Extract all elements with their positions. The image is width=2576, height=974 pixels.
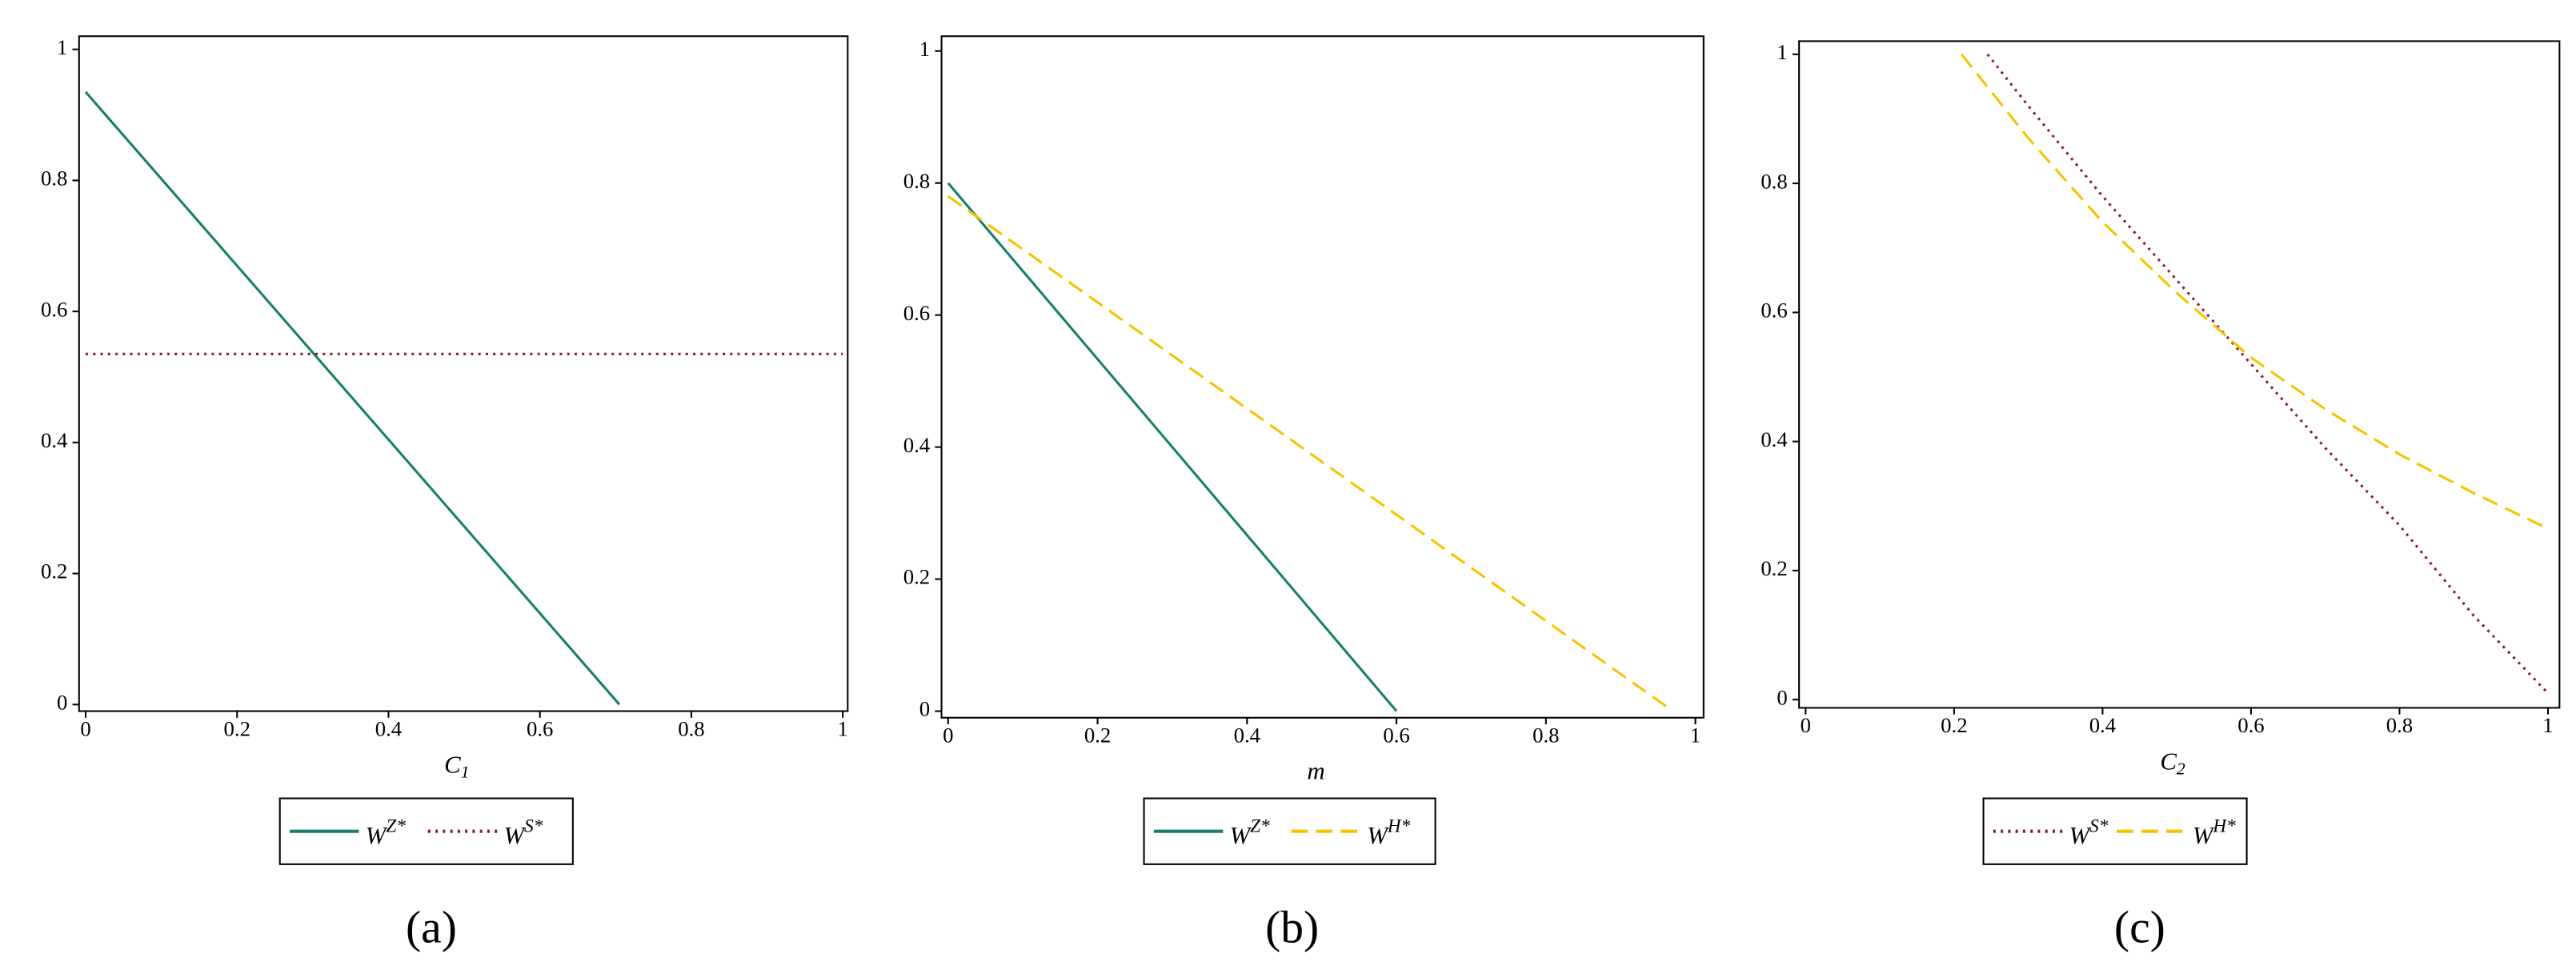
x-tick-label: 0.6	[1383, 723, 1409, 748]
series-line	[947, 182, 1398, 712]
x-tick-label: 0.8	[2386, 713, 2413, 737]
x-tick-label: 0.4	[375, 716, 402, 740]
x-tick-label: 0	[943, 723, 953, 748]
plot-frame	[1798, 40, 2561, 709]
y-tick-label: 0.6	[1761, 299, 1787, 323]
x-tick-label: 1	[2542, 713, 2553, 737]
legend-label: WS*	[2069, 816, 2108, 849]
panel-label: (a)	[406, 902, 457, 952]
plot-frame	[940, 35, 1705, 719]
legend-label: WH*	[1367, 816, 1410, 849]
y-tick-label: 0.8	[903, 169, 930, 193]
series-line	[84, 90, 621, 706]
y-tick-label: 0.2	[1761, 556, 1787, 580]
y-tick-label: 0.8	[1761, 169, 1787, 193]
x-axis-label: C2	[2160, 748, 2185, 778]
y-tick-label: 1	[1777, 40, 1787, 64]
x-tick-label: 0	[80, 716, 90, 740]
y-tick-label: 0.6	[41, 297, 67, 321]
legend-box	[1143, 797, 1436, 865]
legend-label: WH*	[2193, 816, 2236, 849]
x-tick-label: 0.4	[1234, 723, 1260, 748]
x-axis-label: C1	[444, 752, 469, 782]
plot-frame	[78, 35, 849, 712]
y-tick-label: 0	[919, 697, 930, 721]
legend-label: WZ*	[366, 816, 407, 849]
legend-label: WS*	[503, 816, 543, 849]
x-tick-label: 0.2	[1941, 713, 1967, 737]
legend-box	[1982, 797, 2248, 865]
y-tick-label: 0.2	[41, 559, 67, 583]
x-tick-label: 0.8	[1532, 723, 1559, 748]
x-tick-label: 1	[1690, 723, 1701, 748]
y-tick-label: 1	[919, 37, 930, 61]
x-tick-label: 0.2	[224, 716, 250, 740]
series-line	[1960, 53, 2549, 530]
y-tick-label: 0.4	[903, 433, 930, 457]
y-tick-label: 0	[1777, 685, 1787, 709]
y-tick-label: 0.6	[903, 301, 930, 325]
y-tick-label: 1	[57, 35, 67, 59]
x-tick-label: 0.8	[678, 716, 704, 740]
y-tick-label: 0.2	[903, 565, 930, 589]
x-tick-label: 0.2	[1084, 723, 1111, 748]
x-tick-label: 1	[837, 716, 847, 740]
x-tick-label: 0.6	[527, 716, 553, 740]
x-axis-label: m	[1307, 758, 1324, 785]
panel-label: (c)	[2114, 902, 2165, 952]
x-tick-label: 0	[1801, 713, 1811, 737]
y-tick-label: 0.4	[1761, 427, 1787, 451]
x-tick-label: 0.6	[2237, 713, 2264, 737]
series-line	[947, 194, 1674, 712]
x-tick-label: 0.4	[2089, 713, 2116, 737]
series-line	[1986, 53, 2550, 695]
legend-label: WZ*	[1229, 816, 1270, 849]
y-tick-label: 0.4	[41, 428, 67, 452]
y-tick-label: 0	[57, 690, 67, 714]
panel-label: (b)	[1265, 902, 1319, 952]
y-tick-label: 0.8	[41, 166, 67, 190]
